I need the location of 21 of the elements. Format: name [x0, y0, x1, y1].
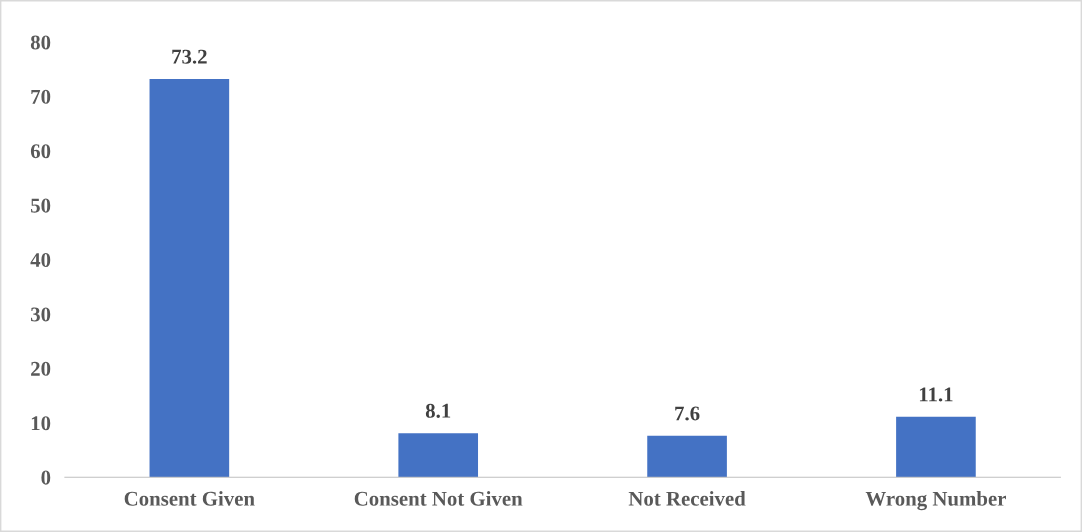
data-label: 11.1: [919, 387, 953, 402]
y-tick-label: 80: [30, 35, 51, 50]
bar: [896, 416, 976, 478]
y-tick-label: 40: [30, 252, 51, 268]
x-tick-label: Not Received: [628, 491, 746, 506]
y-tick-label: 30: [30, 307, 51, 322]
y-tick-label: 50: [31, 198, 51, 213]
y-tick-label: 10: [31, 416, 51, 431]
data-label: 73.2: [172, 49, 207, 64]
y-tick-label: 70: [31, 89, 51, 104]
data-label: 7.6: [675, 406, 700, 421]
bar: [149, 79, 230, 478]
y-tick-label: 0: [41, 470, 51, 485]
bar: [647, 435, 727, 478]
data-label: 8.1: [425, 403, 451, 418]
x-tick-label: Consent Given: [124, 491, 255, 506]
x-tick-label: Wrong Number: [865, 491, 1006, 511]
y-tick-label: 60: [30, 144, 51, 159]
y-tick-label: 20: [31, 361, 51, 376]
bar: [398, 433, 479, 478]
x-tick-label: Consent Not Given: [354, 491, 523, 506]
